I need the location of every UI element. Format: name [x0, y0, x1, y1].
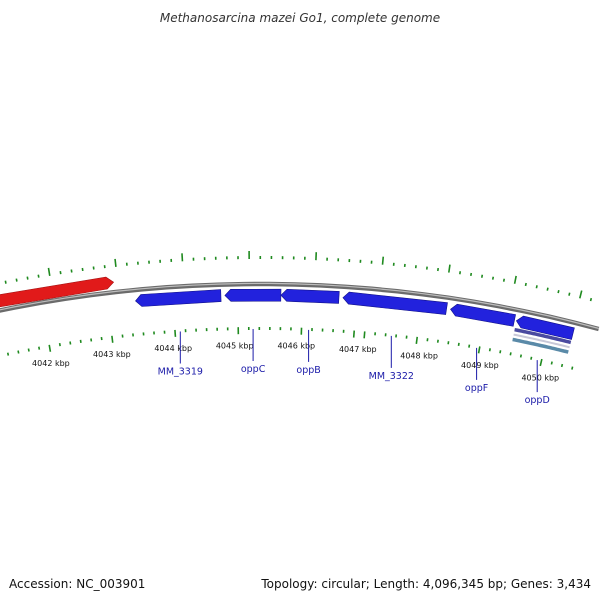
inner-tick-mark — [468, 344, 471, 348]
gene-label-oppf[interactable]: oppF — [465, 383, 488, 394]
gene-arrow-oppb[interactable] — [280, 288, 340, 304]
inner-tick-mark — [488, 348, 491, 352]
gene-arrow-oppc[interactable] — [224, 288, 282, 302]
reverse-strand-genes — [135, 288, 575, 340]
inner-tick-mark — [363, 331, 366, 339]
kbp-tick-label: 4047 kbp — [339, 345, 377, 354]
gene-label-mm_3322[interactable]: MM_3322 — [369, 371, 414, 382]
outer-tick-mark — [480, 274, 484, 278]
map-title: Methanosarcina mazei Go1, complete genom… — [160, 11, 440, 25]
genome-summary: Topology: circular; Length: 4,096,345 bp… — [261, 577, 591, 591]
gene-label-oppd[interactable]: oppD — [525, 395, 550, 406]
inner-tick-mark — [530, 356, 533, 360]
kbp-tick-label: 4048 kbp — [400, 351, 438, 360]
outer-tick-mark — [15, 278, 18, 282]
inner-tick-mark — [38, 346, 41, 350]
kbp-tick-label: 4044 kbp — [154, 344, 192, 353]
inner-tick-mark — [519, 354, 523, 358]
gene-label-mm_3319[interactable]: MM_3319 — [158, 367, 203, 378]
gene-arrow-forward[interactable] — [0, 276, 115, 309]
genome-backbone-track — [0, 281, 600, 332]
inner-tick-mark — [477, 346, 481, 354]
inner-tick-mark — [17, 350, 20, 354]
feature-track-bar-1[interactable] — [514, 327, 572, 345]
outer-tick-mark — [557, 289, 560, 294]
feature-track — [512, 327, 572, 354]
gene-labels: MM_3319 oppC oppB MM_3322 oppF oppD — [158, 329, 550, 406]
gene-arrow-oppd[interactable] — [515, 315, 575, 340]
outer-tick-mark — [26, 276, 29, 280]
gene-label-oppc[interactable]: oppC — [241, 364, 266, 375]
inner-tick-mark — [48, 344, 52, 352]
gene-label-oppb[interactable]: oppB — [296, 365, 320, 376]
inner-tick-mark — [499, 350, 502, 354]
outer-tick-mark — [37, 274, 40, 278]
inner-tick-mark — [415, 336, 419, 344]
accession-label: Accession: NC_003901 — [9, 577, 146, 591]
inner-tick-mark — [560, 363, 564, 368]
kbp-tick-label: 4045 kbp — [216, 341, 254, 350]
genome-backbone-highlight — [0, 282, 600, 330]
outer-tick-mark — [491, 276, 495, 280]
inner-tick-mark — [27, 348, 30, 352]
outer-tick-mark — [546, 287, 549, 291]
outer-tick-mark — [579, 290, 583, 299]
kbp-tick-label: 4042 kbp — [32, 359, 70, 368]
forward-strand-genes — [0, 276, 115, 309]
feature-track-bar-2 — [513, 333, 570, 349]
inner-tick-mark — [571, 366, 574, 370]
outer-tick-mark — [114, 258, 117, 267]
outer-tick-mark — [448, 264, 451, 273]
outer-tick-mark — [513, 275, 517, 284]
inner-tick-mark — [352, 330, 356, 338]
feature-track-bar-3[interactable] — [512, 337, 569, 354]
outer-tick-mark — [502, 278, 506, 282]
outer-tick-ruler — [4, 251, 593, 302]
outer-tick-mark — [524, 282, 527, 287]
gene-arrow-mm_3322[interactable] — [342, 291, 448, 315]
gene-arrow-oppf[interactable] — [450, 303, 516, 327]
outer-tick-mark — [535, 285, 538, 289]
inner-tick-mark — [6, 352, 10, 356]
outer-tick-mark — [381, 256, 385, 265]
inner-tick-mark — [509, 352, 512, 356]
kbp-tick-label: 4046 kbp — [277, 342, 315, 351]
outer-tick-mark — [4, 280, 7, 284]
outer-tick-mark — [568, 292, 571, 296]
kbp-tick-label: 4043 kbp — [93, 350, 131, 359]
inner-tick-mark — [550, 361, 553, 365]
gene-arrow-mm_3319[interactable] — [135, 289, 222, 307]
outer-tick-mark — [589, 297, 593, 302]
kbp-tick-label: 4050 kbp — [521, 373, 559, 382]
inner-tick-mark — [111, 335, 114, 343]
kbp-tick-label: 4049 kbp — [461, 361, 499, 370]
inner-tick-ruler: 4042 kbp 4043 kbp 4044 kbp 4045 kbp 4046 kbp… — [6, 326, 574, 382]
inner-tick-mark — [539, 358, 543, 367]
outer-tick-mark — [47, 267, 51, 276]
